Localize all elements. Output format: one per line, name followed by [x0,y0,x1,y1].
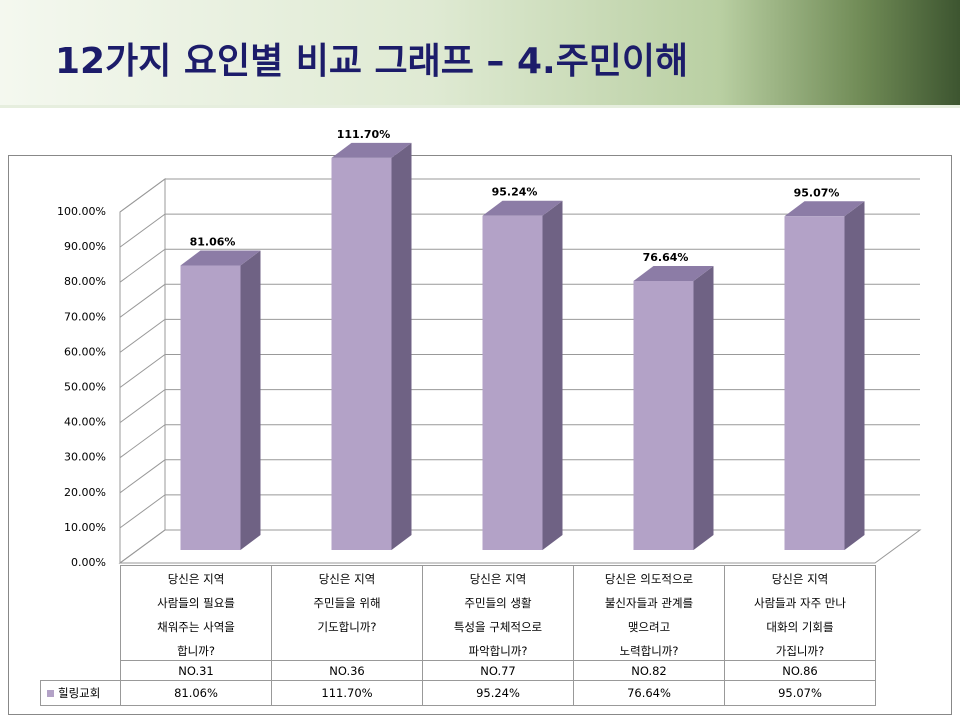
y-tick-label: 10.00% [64,521,106,534]
chart-frame [8,155,952,715]
category-code: NO.77 [422,660,574,681]
y-tick-label: 0.00% [71,556,106,569]
legend-cell: 힐링교회 [40,680,121,706]
legend-swatch [47,689,54,697]
y-tick-label: 30.00% [64,451,106,464]
bar-front [784,216,845,550]
data-label: 111.70% [337,128,390,141]
category-code: NO.36 [271,660,423,681]
bar-top [331,142,412,158]
data-label: 95.07% [794,186,840,199]
category-code: NO.82 [573,660,725,681]
y-tick-label: 20.00% [64,486,106,499]
bar-front [633,280,694,550]
bar-side [844,201,865,550]
table-value: 76.64% [573,680,725,706]
category-code: NO.86 [724,660,876,681]
data-label: 95.24% [492,186,538,199]
bar [180,250,261,550]
bar-front [180,265,241,550]
y-tick-label: 80.00% [64,275,106,288]
data-label: 76.64% [643,251,689,264]
category-label: 당신은 의도적으로 불신자들과 관계를 맺으려고 노력합니까? [573,565,725,661]
bar-top [784,201,865,217]
table-value: 95.24% [422,680,574,706]
category-label: 당신은 지역 주민들의 생활 특성을 구체적으로 파악합니까? [422,565,574,661]
bar [784,201,865,550]
y-tick-label: 40.00% [64,416,106,429]
category-label: 당신은 지역 사람들과 자주 만나 대화의 기회를 가집니까? [724,565,876,661]
legend-label: 힐링교회 [58,686,101,700]
page-title: 12가지 요인별 비교 그래프 – 4.주민이해 [55,41,689,82]
grid-line [119,248,920,283]
data-label: 81.06% [190,235,236,248]
bar-top [180,250,261,266]
grid-line [119,213,920,248]
category-label: 당신은 지역 사람들의 필요를 채워주는 사역을 합니까? [120,565,272,661]
bar [482,200,563,551]
table-value: 95.07% [724,680,876,706]
bar-side [693,265,714,550]
bar-front [482,215,543,551]
bar [633,265,714,550]
y-tick-label: 100.00% [57,205,106,218]
bar-side [391,142,412,551]
y-tick-label: 60.00% [64,345,106,358]
bar [331,142,412,551]
category-code: NO.31 [120,660,272,681]
bar-top [482,200,563,216]
bar-top [633,265,714,281]
header-band [0,0,960,108]
y-tick-label: 90.00% [64,240,106,253]
bar-side [240,250,261,550]
bar-side [542,200,563,551]
y-tick-label: 50.00% [64,381,106,394]
table-value: 81.06% [120,680,272,706]
bar-front [331,157,392,551]
y-tick-label: 70.00% [64,310,106,323]
table-value: 111.70% [271,680,423,706]
grid-line [119,178,920,213]
category-label: 당신은 지역 주민들을 위해 기도합니까? [271,565,423,661]
